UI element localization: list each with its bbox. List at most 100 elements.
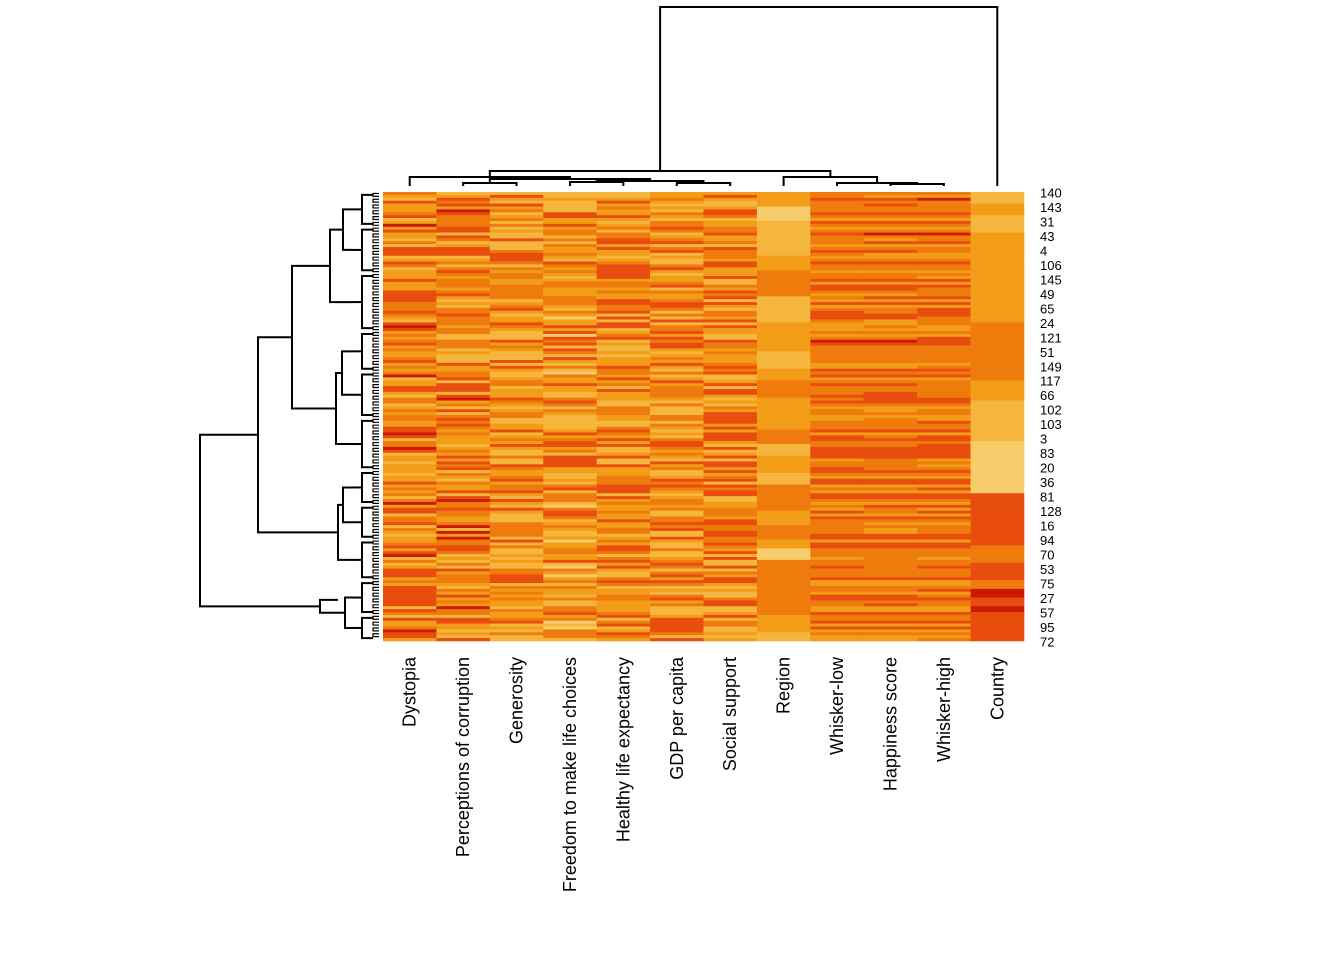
- heatmap-cell: [703, 426, 758, 430]
- dendrogram-branch: [675, 182, 732, 186]
- heatmap-cell: [650, 470, 704, 474]
- heatmap-cell: [650, 304, 704, 309]
- heatmap-cell: [596, 612, 651, 616]
- heatmap-cell: [810, 559, 865, 564]
- heatmap-cell: [543, 545, 597, 549]
- heatmap-cell: [650, 432, 704, 436]
- dendrogram-branch: [372, 216, 379, 221]
- heatmap-cell: [703, 360, 758, 364]
- heatmap-cell: [489, 551, 544, 555]
- heatmap-cell: [489, 458, 544, 462]
- heatmap-cell: [543, 519, 597, 523]
- heatmap-cell: [703, 400, 758, 404]
- dendrogram-branch: [372, 355, 379, 360]
- heatmap-cell: [756, 623, 811, 627]
- heatmap-cell: [436, 412, 491, 416]
- heatmap-cell: [650, 510, 704, 514]
- heatmap-cell: [650, 299, 704, 303]
- row-label: 83: [1040, 446, 1054, 461]
- heatmap-cell: [810, 617, 865, 622]
- heatmap-cell: [596, 568, 651, 572]
- heatmap-cell: [543, 278, 597, 283]
- heatmap-cell: [383, 409, 437, 413]
- dendrogram-branch: [199, 433, 320, 608]
- heatmap-cell: [650, 626, 704, 630]
- heatmap-cell: [436, 617, 491, 622]
- heatmap-cell: [756, 403, 811, 407]
- heatmap-cell: [917, 429, 971, 433]
- heatmap-cell: [436, 496, 491, 500]
- heatmap-cell: [489, 554, 544, 558]
- heatmap-cell: [703, 455, 758, 459]
- heatmap-cell: [596, 261, 651, 265]
- heatmap-cell: [383, 380, 437, 384]
- heatmap-cell: [703, 574, 758, 578]
- heatmap-cell: [810, 470, 865, 474]
- heatmap-cell: [756, 281, 811, 285]
- heatmap-cell: [596, 258, 651, 262]
- heatmap-cell: [756, 276, 811, 280]
- heatmap-cell: [756, 249, 811, 254]
- heatmap-cell: [863, 562, 918, 566]
- heatmap-cell: [543, 571, 597, 575]
- heatmap-cell: [756, 244, 811, 248]
- heatmap-cell: [436, 594, 491, 598]
- heatmap-cell: [970, 313, 1025, 317]
- heatmap-cell: [863, 357, 918, 361]
- heatmap-cell: [756, 258, 811, 262]
- heatmap-cell: [756, 458, 811, 462]
- heatmap-cell: [756, 409, 811, 413]
- heatmap-cell: [810, 336, 865, 341]
- heatmap-cell: [810, 423, 865, 427]
- heatmap-cell: [650, 475, 704, 480]
- heatmap-cell: [756, 522, 811, 526]
- heatmap-cell: [863, 446, 918, 451]
- heatmap-cell: [436, 417, 491, 422]
- heatmap-cell: [970, 406, 1025, 410]
- heatmap-cell: [756, 568, 811, 572]
- heatmap-cell: [810, 232, 865, 236]
- heatmap-cell: [917, 310, 971, 314]
- heatmap-cell: [596, 406, 651, 410]
- heatmap-cell: [756, 203, 811, 207]
- heatmap-cell: [436, 464, 491, 468]
- heatmap-cell: [436, 545, 491, 549]
- heatmap-cell: [650, 472, 704, 477]
- heatmap-cell: [863, 548, 918, 552]
- heatmap-cell: [810, 504, 865, 509]
- heatmap-cell: [703, 232, 758, 236]
- heatmap-cell: [810, 597, 865, 601]
- heatmap-cell: [970, 481, 1025, 485]
- heatmap-cell: [863, 290, 918, 294]
- heatmap-cell: [703, 348, 758, 352]
- heatmap-cell: [650, 351, 704, 355]
- heatmap-cell: [489, 278, 544, 283]
- heatmap-cell: [703, 542, 758, 546]
- heatmap-cell: [703, 528, 758, 532]
- heatmap-cells: [383, 192, 1025, 642]
- heatmap-cell: [543, 203, 597, 207]
- heatmap-cell: [917, 415, 971, 419]
- dendrogram-branch: [372, 494, 379, 499]
- heatmap-cell: [650, 319, 704, 323]
- heatmap-cell: [436, 290, 491, 294]
- heatmap-cell: [596, 203, 651, 207]
- heatmap-cell: [703, 235, 758, 239]
- heatmap-cell: [756, 287, 811, 291]
- heatmap-cell: [917, 336, 971, 341]
- heatmap-cell: [489, 484, 544, 488]
- heatmap-cell: [383, 325, 437, 329]
- heatmap-cell: [543, 247, 597, 251]
- heatmap-cell: [756, 325, 811, 329]
- heatmap-cell: [756, 510, 811, 514]
- heatmap-cell: [863, 571, 918, 575]
- heatmap-cell: [863, 220, 918, 225]
- heatmap-cell: [650, 438, 704, 442]
- heatmap-cell: [810, 623, 865, 627]
- heatmap-cell: [756, 194, 811, 199]
- heatmap-cell: [970, 609, 1025, 613]
- heatmap-cell: [383, 328, 437, 332]
- column-dendrogram: [408, 6, 999, 186]
- heatmap-cell: [863, 580, 918, 584]
- heatmap-cell: [810, 600, 865, 604]
